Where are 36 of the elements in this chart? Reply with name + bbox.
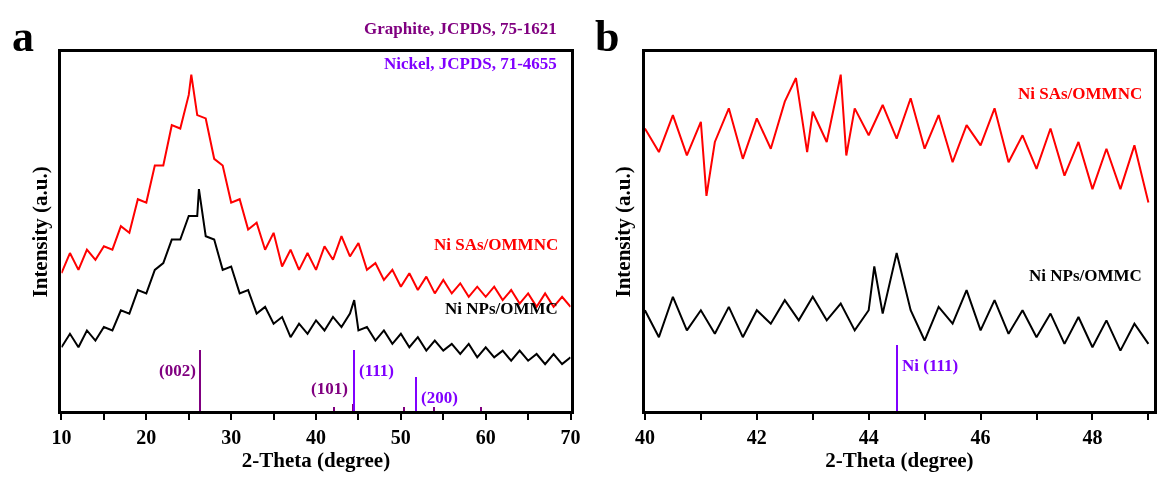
text: b (595, 12, 620, 61)
bar (480, 407, 483, 412)
x-axis-title: 2-Theta (degree) (241, 447, 391, 472)
annotation: Ni (111) (902, 356, 959, 375)
x-tick-label: 30 (221, 425, 242, 448)
series-label: Ni NPs/OMMC (445, 299, 558, 318)
bar (333, 407, 336, 412)
y-axis-title: Intensity (a.u.) (611, 166, 636, 298)
bar (415, 377, 418, 412)
annotation: (111) (359, 361, 394, 380)
annotation: (200) (421, 388, 458, 407)
annotation: (101) (311, 379, 348, 398)
x-tick-label: 20 (136, 425, 157, 448)
x-tick-label: 10 (51, 425, 72, 448)
annotation: (002) (159, 361, 196, 380)
bar (403, 407, 406, 412)
x-tick-label: 46 (970, 425, 991, 448)
series-label: Ni SAs/OMMNC (434, 235, 559, 254)
text: Nickel, JCPDS, 71-4655 (384, 54, 557, 73)
series-label: Ni SAs/OMMNC (1018, 84, 1143, 103)
x-tick-label: 40 (634, 425, 655, 448)
x-tick-label: 50 (390, 425, 411, 448)
x-axis-title: 2-Theta (degree) (825, 447, 974, 472)
x-tick-label: 60 (475, 425, 496, 448)
text: Graphite, JCPDS, 75-1621 (364, 19, 557, 38)
x-tick-label: 40 (306, 425, 327, 448)
bar (433, 407, 436, 412)
bar (199, 350, 202, 412)
x-tick-label: 70 (560, 425, 581, 448)
x-tick-label: 44 (858, 425, 879, 448)
x-tick-label: 42 (746, 425, 767, 448)
text: a (12, 12, 34, 61)
bar (353, 350, 356, 412)
series-label: Ni NPs/OMMC (1029, 266, 1142, 285)
y-axis-title: Intensity (a.u.) (27, 166, 52, 298)
x-tick-label: 48 (1082, 425, 1103, 448)
